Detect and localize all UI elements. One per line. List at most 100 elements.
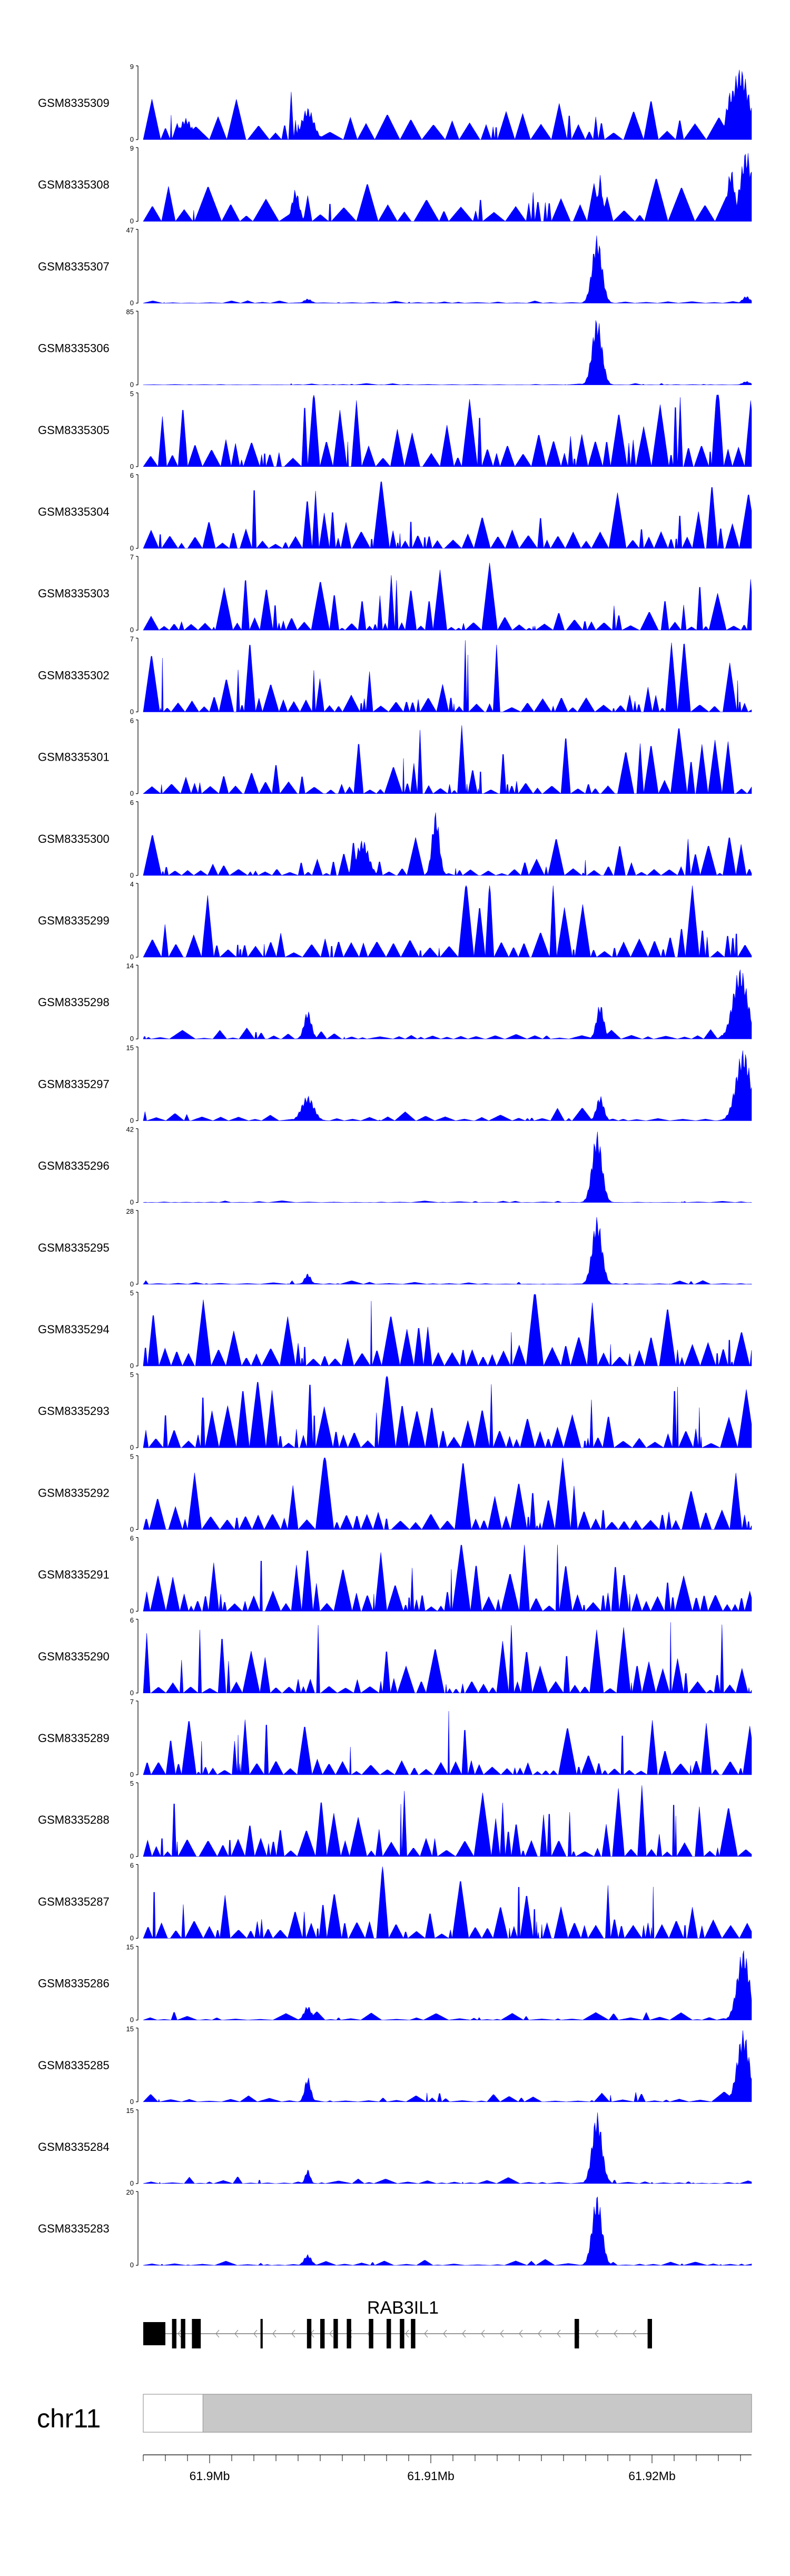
y-tick-label-min: 0	[130, 1607, 134, 1615]
track-GSM8335300: GSM8335300 6 0	[38, 799, 752, 879]
track-GSM8335296: GSM8335296 42 0	[38, 1126, 752, 1206]
gene-exon	[333, 2319, 338, 2348]
track-label: GSM8335301	[38, 751, 110, 764]
track-label: GSM8335295	[38, 1241, 110, 1254]
y-tick-label-min: 0	[130, 544, 134, 552]
track-label: GSM8335294	[38, 1323, 110, 1336]
track-GSM8335298: GSM8335298 14 0	[38, 962, 752, 1043]
track-GSM8335293: GSM8335293 5 0	[38, 1371, 752, 1451]
y-tick-label-max: 5	[130, 1779, 134, 1787]
y-tick-label-min: 0	[130, 1280, 134, 1288]
y-tick-label-max: 6	[130, 471, 134, 479]
y-tick-label-min: 0	[130, 2098, 134, 2106]
track-label: GSM8335299	[38, 914, 110, 927]
y-tick-label-max: 5	[130, 1289, 134, 1297]
y-tick-label-max: 47	[126, 226, 134, 234]
track-GSM8335285: GSM8335285 15 0	[38, 2025, 752, 2106]
chromosome-highlight	[202, 2394, 752, 2433]
coverage-area	[143, 1050, 752, 1121]
strand-arrow	[519, 2329, 523, 2338]
track-label: GSM8335302	[38, 668, 110, 682]
track-label: GSM8335308	[38, 178, 110, 191]
y-tick-label-max: 15	[126, 1943, 134, 1951]
track-label: GSM8335287	[38, 1895, 110, 1908]
y-tick-label-max: 7	[130, 1698, 134, 1706]
track-GSM8335295: GSM8335295 28 0	[38, 1207, 752, 1288]
track-label: GSM8335306	[38, 342, 110, 355]
track-label: GSM8335309	[38, 96, 110, 110]
coverage-area	[143, 395, 752, 467]
coverage-area	[143, 1866, 752, 1939]
coverage-area	[143, 320, 752, 385]
y-tick-label-max: 4	[130, 880, 134, 888]
y-tick-label-max: 85	[126, 308, 134, 316]
y-tick-label-min: 0	[130, 381, 134, 389]
coverage-area	[143, 1294, 752, 1367]
track-GSM8335302: GSM8335302 7 0	[38, 635, 752, 715]
track-label: GSM8335307	[38, 260, 110, 273]
coverage-area	[143, 153, 752, 222]
y-tick-label-max: 5	[130, 390, 134, 398]
strand-arrow	[234, 2329, 239, 2338]
track-label: GSM8335284	[38, 2140, 110, 2154]
coverage-area	[143, 812, 752, 876]
track-label: GSM8335303	[38, 587, 110, 600]
track-label: GSM8335283	[38, 2222, 110, 2235]
track-label: GSM8335288	[38, 1813, 110, 1826]
y-tick-label-max: 9	[130, 144, 134, 152]
track-GSM8335309: GSM8335309 9 0	[38, 63, 752, 143]
strand-arrow	[557, 2329, 561, 2338]
strand-arrow	[424, 2329, 428, 2338]
coverage-area	[143, 885, 752, 958]
track-label: GSM8335286	[38, 1977, 110, 1990]
y-tick-label-max: 6	[130, 1535, 134, 1542]
coverage-area	[143, 2112, 752, 2184]
y-tick-label-min: 0	[130, 626, 134, 634]
track-label: GSM8335293	[38, 1404, 110, 1418]
gene-exon	[387, 2319, 391, 2348]
track-label: GSM8335292	[38, 1486, 110, 1499]
coverage-area	[143, 640, 752, 713]
y-tick-label-min: 0	[130, 1852, 134, 1860]
y-tick-label-min: 0	[130, 2016, 134, 2024]
track-label: GSM8335304	[38, 505, 110, 518]
strand-arrow	[443, 2329, 447, 2338]
y-tick-label-max: 28	[126, 1207, 134, 1215]
y-tick-label-min: 0	[130, 1443, 134, 1451]
axis-tick-label: 61.9Mb	[190, 2469, 230, 2483]
y-tick-label-min: 0	[130, 1771, 134, 1778]
strand-arrow	[177, 2329, 182, 2338]
coverage-area	[143, 1950, 752, 2021]
strand-arrow	[500, 2329, 504, 2338]
coverage-area	[143, 1711, 752, 1776]
strand-arrow	[481, 2329, 485, 2338]
coverage-area	[143, 1217, 752, 1285]
track-GSM8335307: GSM8335307 47 0	[38, 226, 752, 307]
track-GSM8335288: GSM8335288 5 0	[38, 1779, 752, 1860]
y-tick-label-min: 0	[130, 2261, 134, 2269]
axis-tick-label: 61.91Mb	[407, 2469, 455, 2483]
gene-exon	[181, 2319, 185, 2348]
y-tick-label-max: 5	[130, 1452, 134, 1460]
coverage-area	[143, 1132, 752, 1203]
track-GSM8335301: GSM8335301 6 0	[38, 717, 752, 798]
track-GSM8335306: GSM8335306 85 0	[38, 308, 752, 389]
coverage-area	[143, 563, 752, 631]
y-tick-label-min: 0	[130, 1035, 134, 1043]
strand-arrow	[253, 2329, 258, 2338]
y-tick-label-min: 0	[130, 1362, 134, 1370]
coverage-area	[143, 235, 752, 303]
y-tick-label-min: 0	[130, 135, 134, 143]
track-GSM8335284: GSM8335284 15 0	[38, 2107, 752, 2187]
track-GSM8335294: GSM8335294 5 0	[38, 1289, 752, 1370]
strand-arrow	[405, 2329, 409, 2338]
gene-annotation-track: RAB3IL1	[143, 2298, 652, 2348]
track-label: GSM8335305	[38, 424, 110, 437]
strand-arrow	[291, 2329, 295, 2338]
track-label: GSM8335290	[38, 1650, 110, 1663]
track-GSM8335308: GSM8335308 9 0	[38, 144, 752, 225]
track-GSM8335290: GSM8335290 6 0	[38, 1616, 752, 1697]
y-tick-label-min: 0	[130, 299, 134, 307]
chromosome-label: chr11	[37, 2404, 101, 2433]
